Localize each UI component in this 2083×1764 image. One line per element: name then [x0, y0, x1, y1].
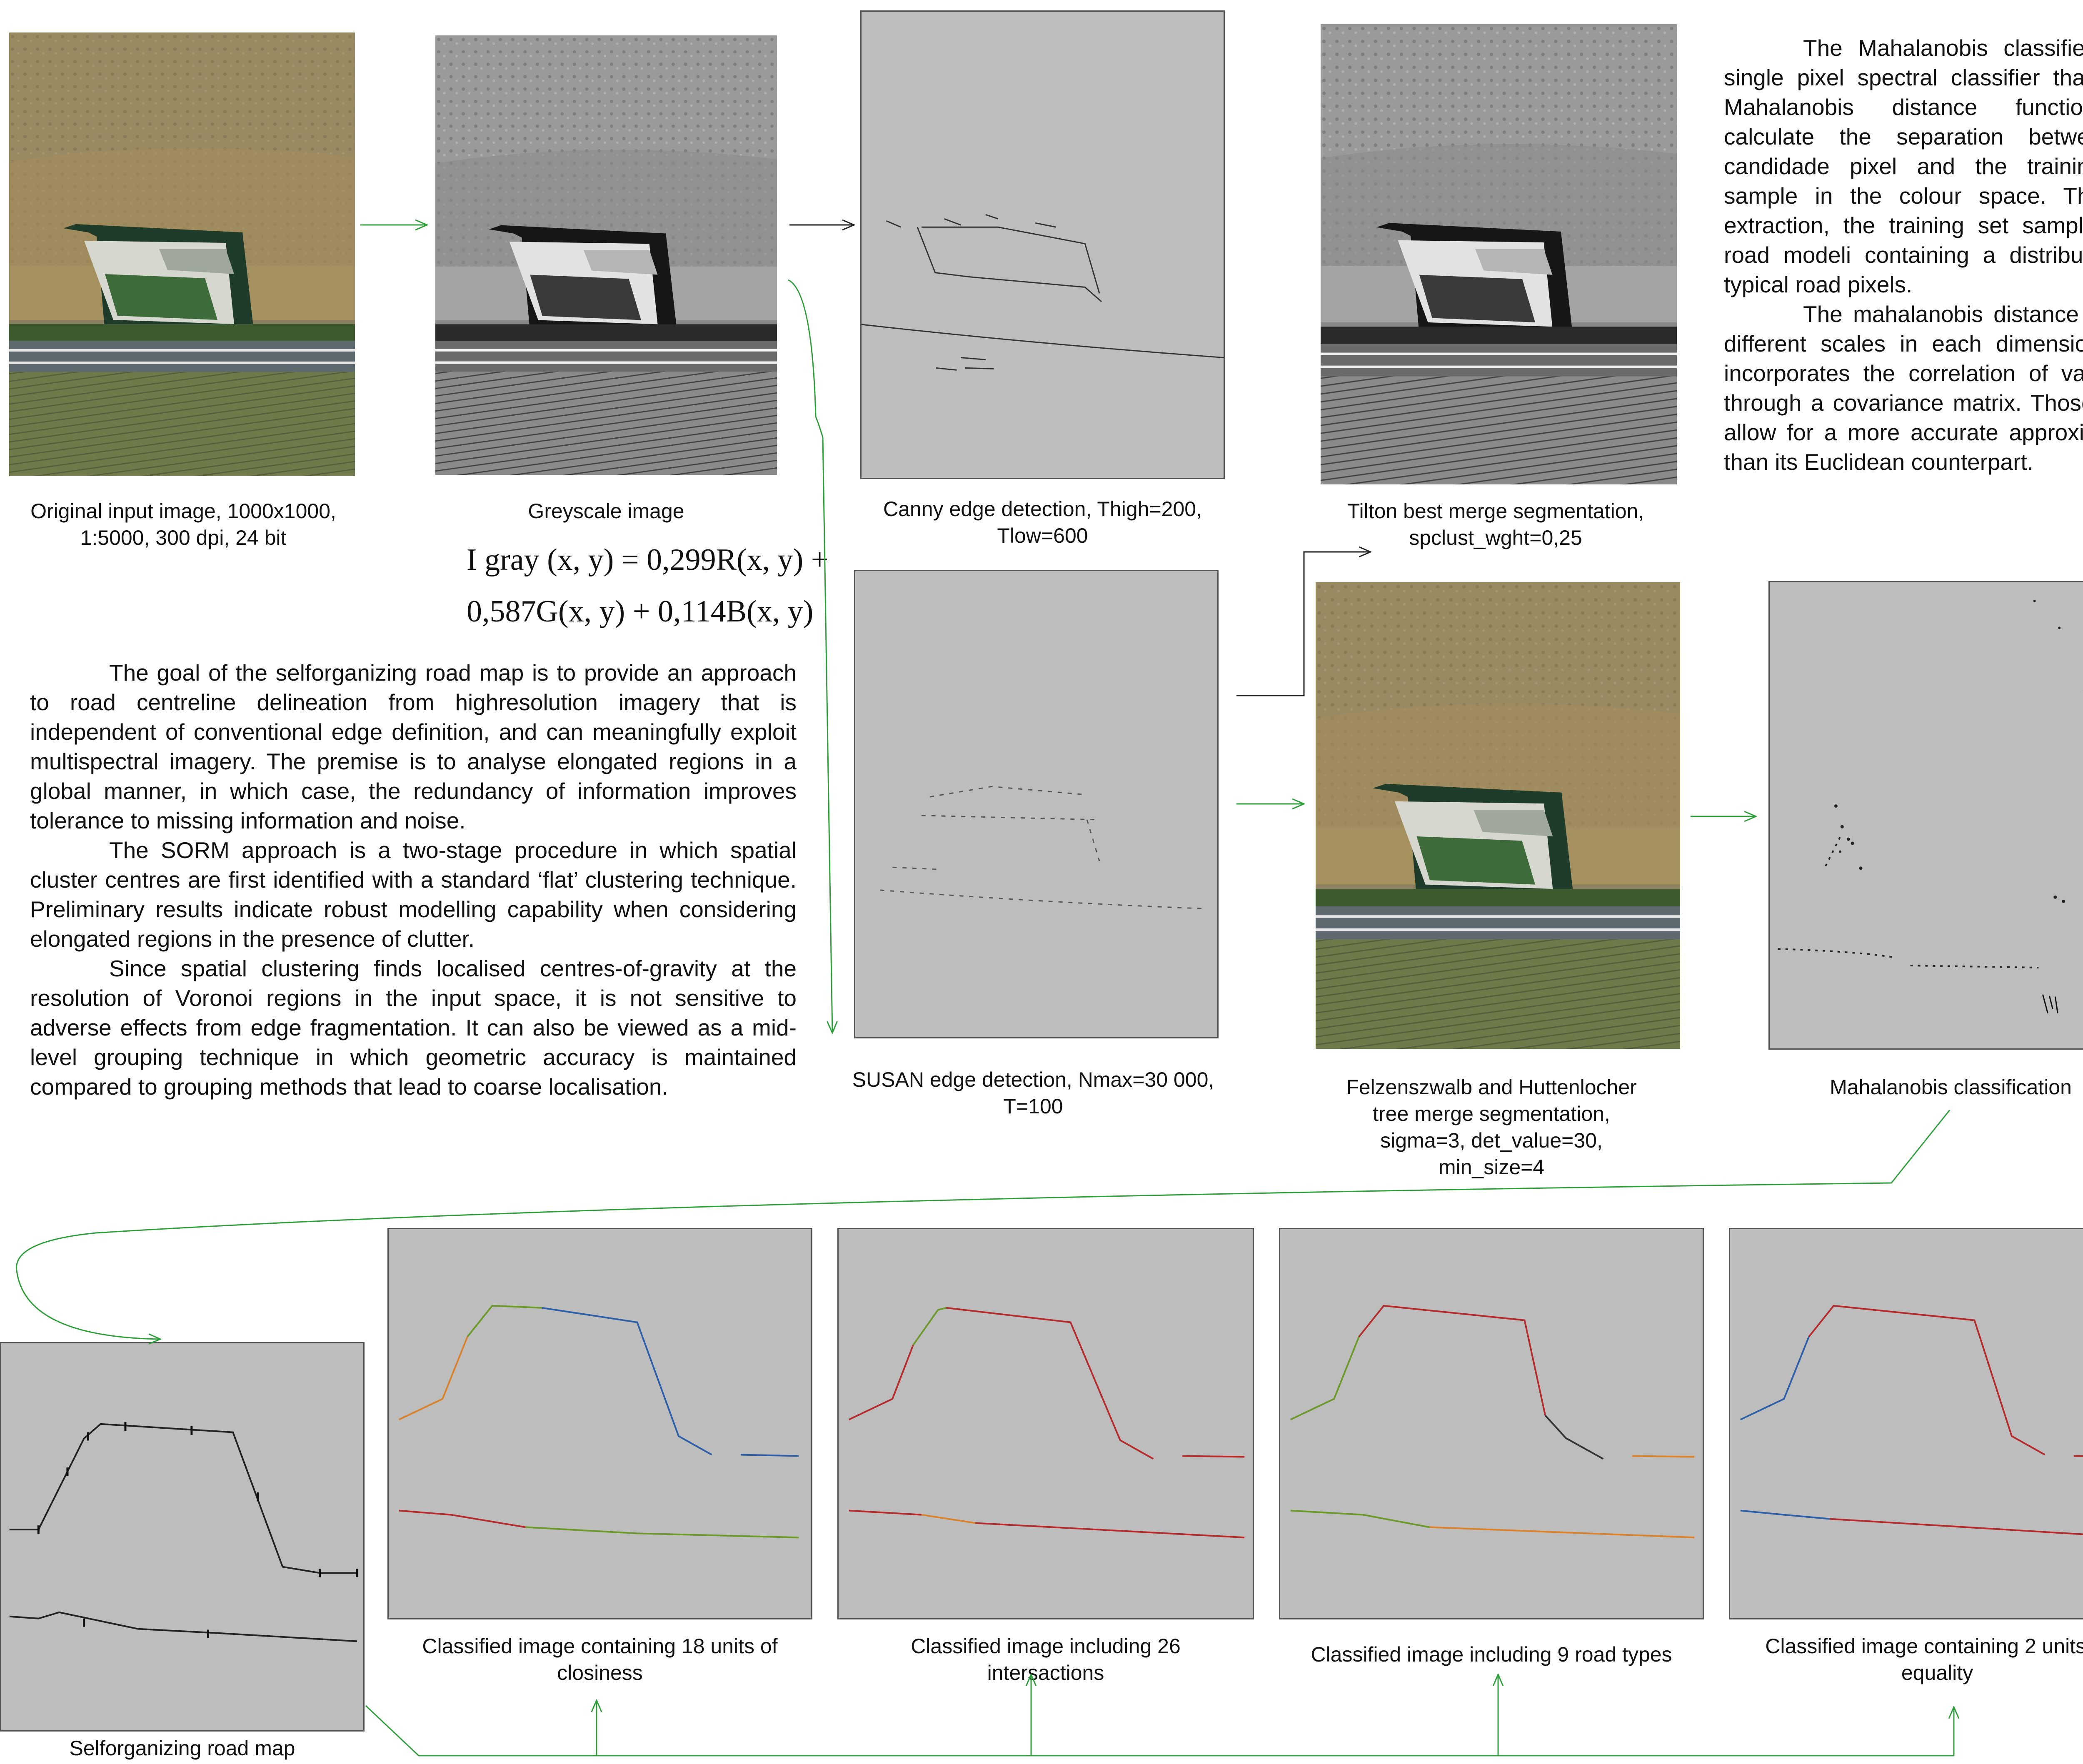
- canny-edge-image: [860, 10, 1225, 479]
- caption-line: Classified image including 26: [911, 1634, 1181, 1658]
- equality-classified-image: [1729, 1228, 2083, 1619]
- original-input-image: [9, 32, 355, 476]
- sorm-description: The goal of the selforganizing road map …: [30, 658, 797, 1102]
- intersections-classified-image: [837, 1228, 1254, 1619]
- paragraph: The goal of the selforganizing road map …: [30, 660, 797, 833]
- tilton-segmentation-image: [1321, 24, 1677, 484]
- caption-line: Original input image, 1000x1000,: [30, 499, 336, 523]
- original-image-caption: Original input image, 1000x1000, 1:5000,…: [0, 498, 367, 551]
- road-types-classified-image: [1279, 1228, 1704, 1619]
- canny-caption: Canny edge detection, Thigh=200, Tlow=60…: [842, 496, 1244, 549]
- caption-line: T=100: [1003, 1095, 1063, 1118]
- caption-line: Classified image containing 18 units of: [422, 1634, 778, 1658]
- caption-line: Selforganizing road map: [69, 1737, 295, 1760]
- mahalanobis-classification-image: [1768, 581, 2083, 1050]
- paragraph: The SORM approach is a two-stage procedu…: [30, 837, 797, 952]
- sorm-caption: Selforganizing road map: [0, 1735, 365, 1762]
- tilton-caption: Tilton best merge segmentation, spclust_…: [1308, 498, 1683, 551]
- caption-line: intersactions: [987, 1661, 1104, 1684]
- caption-line: Canny edge detection, Thigh=200,: [883, 497, 1202, 521]
- caption-line: min_size=4: [1438, 1155, 1545, 1179]
- greyscale-image: [435, 35, 777, 475]
- mahalanobis-caption: Mahalanobis classification: [1768, 1074, 2083, 1100]
- susan-edge-image: [854, 570, 1219, 1038]
- greyscale-caption: Greyscale image: [435, 498, 777, 524]
- caption-line: spclust_wght=0,25: [1409, 526, 1582, 549]
- arrow-sorm-to-classifications: [365, 1674, 1954, 1757]
- caption-line: 1:5000, 300 dpi, 24 bit: [80, 526, 287, 549]
- caption-line: Tilton best merge segmentation,: [1347, 499, 1644, 523]
- formula-line: 0,587G(x, y) + 0,114B(x, y): [467, 594, 814, 629]
- sorm-road-map-image: [0, 1342, 365, 1732]
- caption-line: Greyscale image: [528, 499, 684, 523]
- closiness-classified-image: [387, 1228, 812, 1619]
- caption-line: tree merge segmentation,: [1373, 1102, 1610, 1125]
- susan-caption: SUSAN edge detection, Nmax=30 000, T=100: [829, 1066, 1237, 1120]
- road-types-caption: Classified image including 9 road types: [1266, 1641, 1716, 1668]
- caption-line: Classified image including 9 road types: [1311, 1643, 1672, 1666]
- caption-line: equality: [1901, 1661, 1973, 1684]
- caption-line: Classified image containing 2 units of: [1765, 1634, 2083, 1658]
- paragraph: Since spatial clustering finds localised…: [30, 956, 797, 1100]
- caption-line: Felzenszwalb and Huttenlocher: [1346, 1075, 1637, 1099]
- caption-line: SUSAN edge detection, Nmax=30 000,: [852, 1068, 1214, 1091]
- felzenszwalb-caption: Felzenszwalb and Huttenlocher tree merge…: [1296, 1074, 1687, 1180]
- mahalanobis-description: The Mahalanobis classifier is a single p…: [1724, 33, 2083, 477]
- intersections-caption: Classified image including 26 intersacti…: [825, 1633, 1266, 1686]
- felzenszwalb-segmentation-image: [1316, 582, 1680, 1049]
- paragraph: The mahalanobis distance allows differen…: [1724, 301, 2083, 475]
- paragraph: The Mahalanobis classifier is a single p…: [1724, 35, 2083, 297]
- formula-line: I gray (x, y) = 0,299R(x, y) +: [467, 543, 829, 577]
- greyscale-formula: I gray (x, y) = 0,299R(x, y) + 0,587G(x,…: [467, 534, 829, 637]
- caption-line: closiness: [557, 1661, 643, 1684]
- caption-line: Mahalanobis classification: [1830, 1075, 2072, 1099]
- closiness-caption: Classified image containing 18 units of …: [375, 1633, 825, 1686]
- equality-caption: Classified image containing 2 units of e…: [1712, 1633, 2083, 1686]
- caption-line: sigma=3, det_value=30,: [1380, 1129, 1603, 1152]
- caption-line: Tlow=600: [997, 524, 1088, 547]
